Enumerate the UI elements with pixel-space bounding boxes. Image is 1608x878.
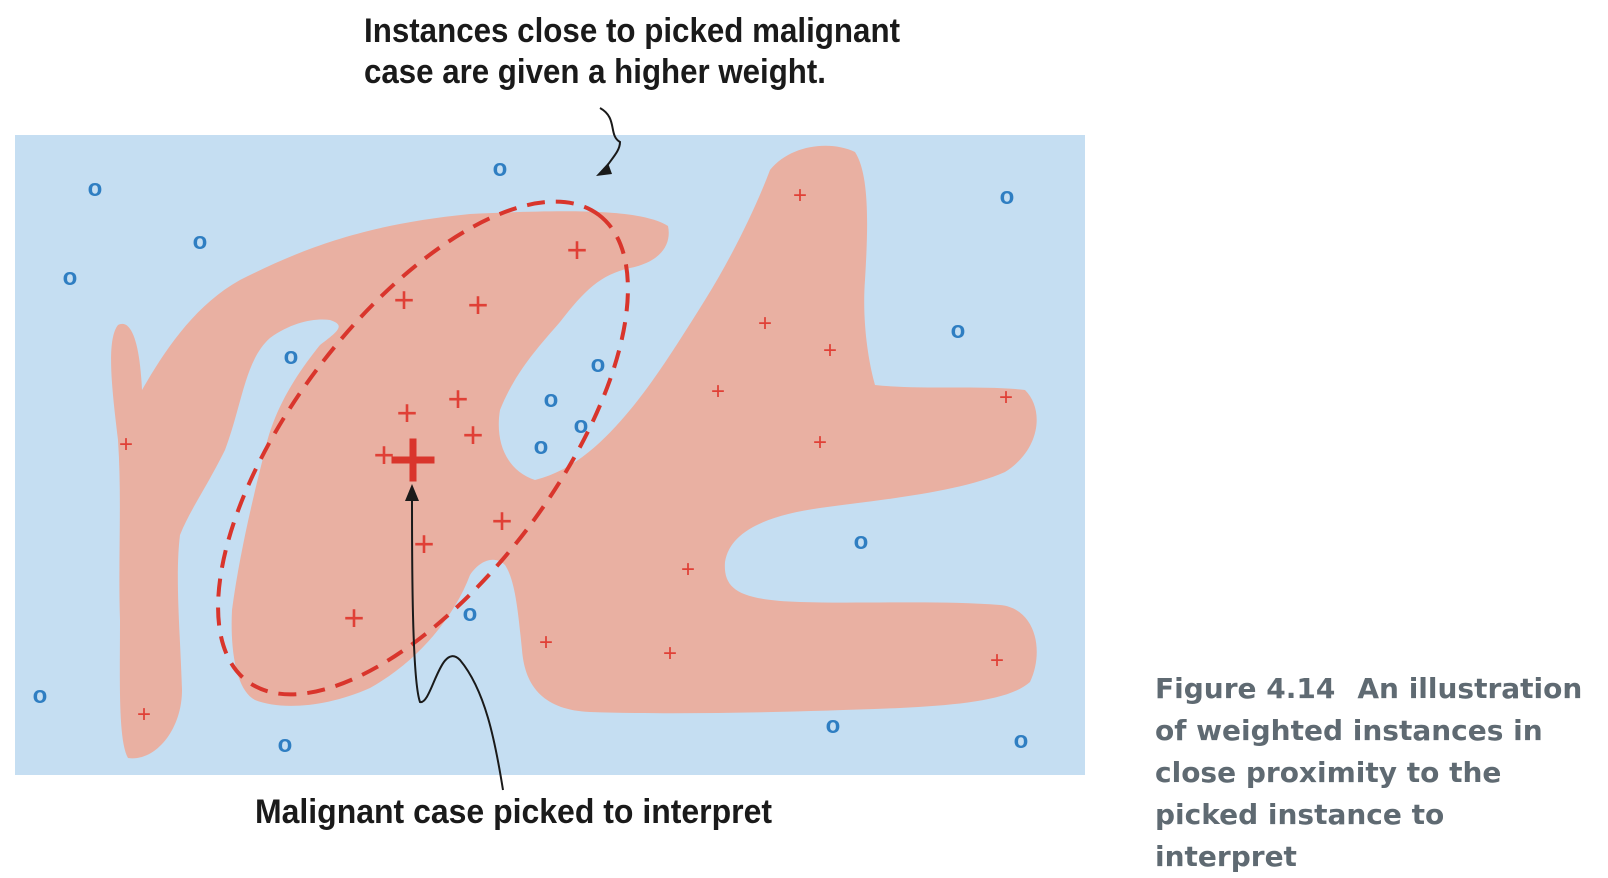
malignant-marker: + — [491, 500, 512, 541]
malignant-marker: + — [413, 523, 434, 564]
malignant-marker: + — [393, 279, 414, 320]
malignant-markers-near: + + + + + + + + + + — [343, 229, 587, 638]
malignant-region — [111, 145, 1037, 759]
top-annotation-line2: case are given a higher weight. — [364, 53, 826, 91]
benign-marker: o — [951, 317, 966, 344]
benign-marker: o — [826, 712, 841, 739]
benign-marker: o — [1014, 727, 1029, 754]
bottom-leader-line — [411, 497, 504, 791]
malignant-marker: + — [119, 431, 133, 458]
caption-text: An illustration of weighted instances in… — [1155, 672, 1583, 873]
figure-caption: Figure 4.14 An illustration of weighted i… — [1155, 668, 1595, 878]
bottom-arrowhead — [405, 484, 419, 501]
benign-marker: o — [278, 731, 293, 758]
malignant-marker: + — [467, 284, 488, 325]
malignant-marker: + — [823, 337, 837, 364]
malignant-marker: + — [539, 629, 553, 656]
malignant-marker: + — [999, 384, 1013, 411]
benign-marker: o — [63, 264, 78, 291]
malignant-marker: + — [758, 310, 772, 337]
benign-marker: o — [534, 433, 549, 460]
malignant-marker: + — [711, 378, 725, 405]
weighting-ellipse — [216, 199, 630, 697]
top-arrowhead — [596, 163, 612, 176]
malignant-marker: + — [990, 647, 1004, 674]
malignant-marker: + — [447, 378, 468, 419]
bottom-annotation: Malignant case picked to interpret — [255, 793, 772, 831]
malignant-marker: + — [663, 640, 677, 667]
benign-marker: o — [193, 228, 208, 255]
top-leader-line — [599, 107, 622, 173]
benign-marker: o — [284, 343, 299, 370]
benign-marker: o — [854, 528, 869, 555]
malignant-marker: + — [343, 597, 364, 638]
malignant-marker: + — [462, 414, 483, 455]
malignant-marker: + — [681, 556, 695, 583]
malignant-marker: + — [137, 701, 151, 728]
top-annotation-line1: Instances close to picked malignant — [364, 12, 900, 50]
benign-marker: o — [463, 600, 478, 627]
malignant-marker: + — [813, 429, 827, 456]
benign-marker: o — [544, 386, 559, 413]
malignant-marker: + — [396, 392, 417, 433]
picked-instance-marker — [391, 438, 435, 482]
benign-marker: o — [33, 682, 48, 709]
benign-marker: o — [493, 155, 508, 182]
malignant-markers-far: + + + + + + + + + + + + — [119, 182, 1013, 728]
benign-marker: o — [1000, 183, 1015, 210]
malignant-marker: + — [373, 434, 394, 475]
caption-label: Figure 4.14 — [1155, 672, 1336, 705]
malignant-marker: + — [793, 182, 807, 209]
benign-marker: o — [88, 175, 103, 202]
benign-markers: o o o o o o o o o o o o o o o o o — [33, 155, 1029, 758]
benign-marker: o — [591, 351, 606, 378]
benign-marker: o — [574, 412, 589, 439]
malignant-marker: + — [566, 229, 587, 270]
weighted-instances-diagram: o o o o o o o o o o o o o o o o o + + + … — [15, 12, 1085, 831]
